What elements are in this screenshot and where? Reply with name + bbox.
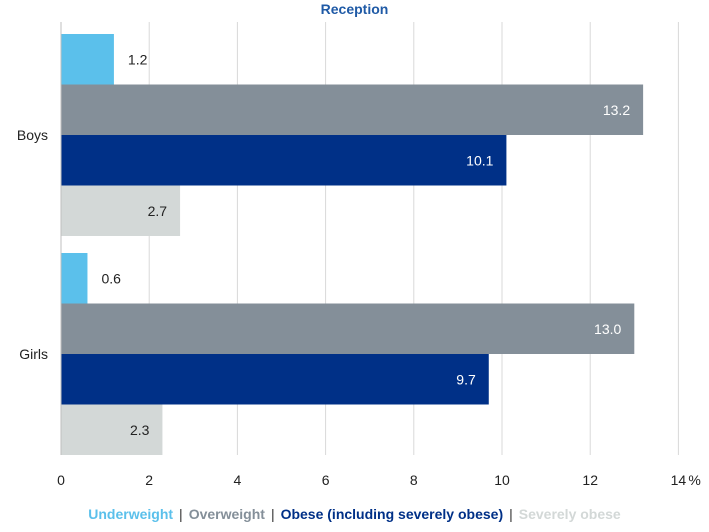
data-label: 10.1 [466, 152, 493, 168]
x-tick-label: 2 [145, 472, 153, 488]
bar-boys-obese-including-severely-obese- [61, 135, 507, 186]
data-label: 9.7 [456, 371, 476, 387]
x-tick-label: 0 [57, 472, 65, 488]
legend-item-obese-including-severely-obese: Obese (including severely obese) [280, 506, 504, 522]
x-tick-label: 12 [582, 472, 598, 488]
x-tick-label: 10 [494, 472, 510, 488]
x-tick-label: 14 [671, 472, 687, 488]
data-labels: 1.2 13.2 10.1 2.7 0.6 13.0 9.7 2.3 [101, 51, 630, 438]
legend-item-severely-obese: Severely obese [518, 506, 621, 522]
axes: 0 2 4 6 8 10 12 14 % Boys Girls [17, 22, 701, 488]
x-tick-label: 4 [234, 472, 242, 488]
data-label: 0.6 [101, 270, 121, 286]
bar-boys-overweight [61, 84, 644, 135]
legend-separator: | [270, 506, 275, 522]
legend-item-overweight: Overweight [188, 506, 265, 522]
bar-boys-underweight [61, 34, 114, 85]
x-tick-label: 8 [410, 472, 418, 488]
bar-boys-severely-obese [61, 185, 181, 236]
data-label: 13.0 [594, 321, 621, 337]
legend-item-underweight: Underweight [88, 506, 174, 522]
bar-girls-severely-obese [61, 404, 163, 455]
data-label: 13.2 [603, 102, 630, 118]
x-tick-label: 6 [322, 472, 330, 488]
bar-girls-underweight [61, 253, 88, 304]
chart-title: Reception [320, 1, 389, 17]
legend-separator: | [179, 506, 183, 522]
bar-girls-overweight [61, 303, 635, 354]
x-axis-unit-label: % [688, 472, 700, 488]
category-label-girls: Girls [19, 346, 48, 362]
bar-girls-obese-including-severely-obese- [61, 354, 489, 405]
data-label: 1.2 [128, 51, 148, 67]
data-label: 2.3 [130, 422, 150, 438]
legend: Underweight | Overweight | Obese (including … [0, 505, 709, 523]
category-label-boys: Boys [17, 127, 48, 143]
data-label: 2.7 [148, 203, 168, 219]
bars [61, 34, 644, 455]
legend-separator: | [509, 506, 513, 522]
